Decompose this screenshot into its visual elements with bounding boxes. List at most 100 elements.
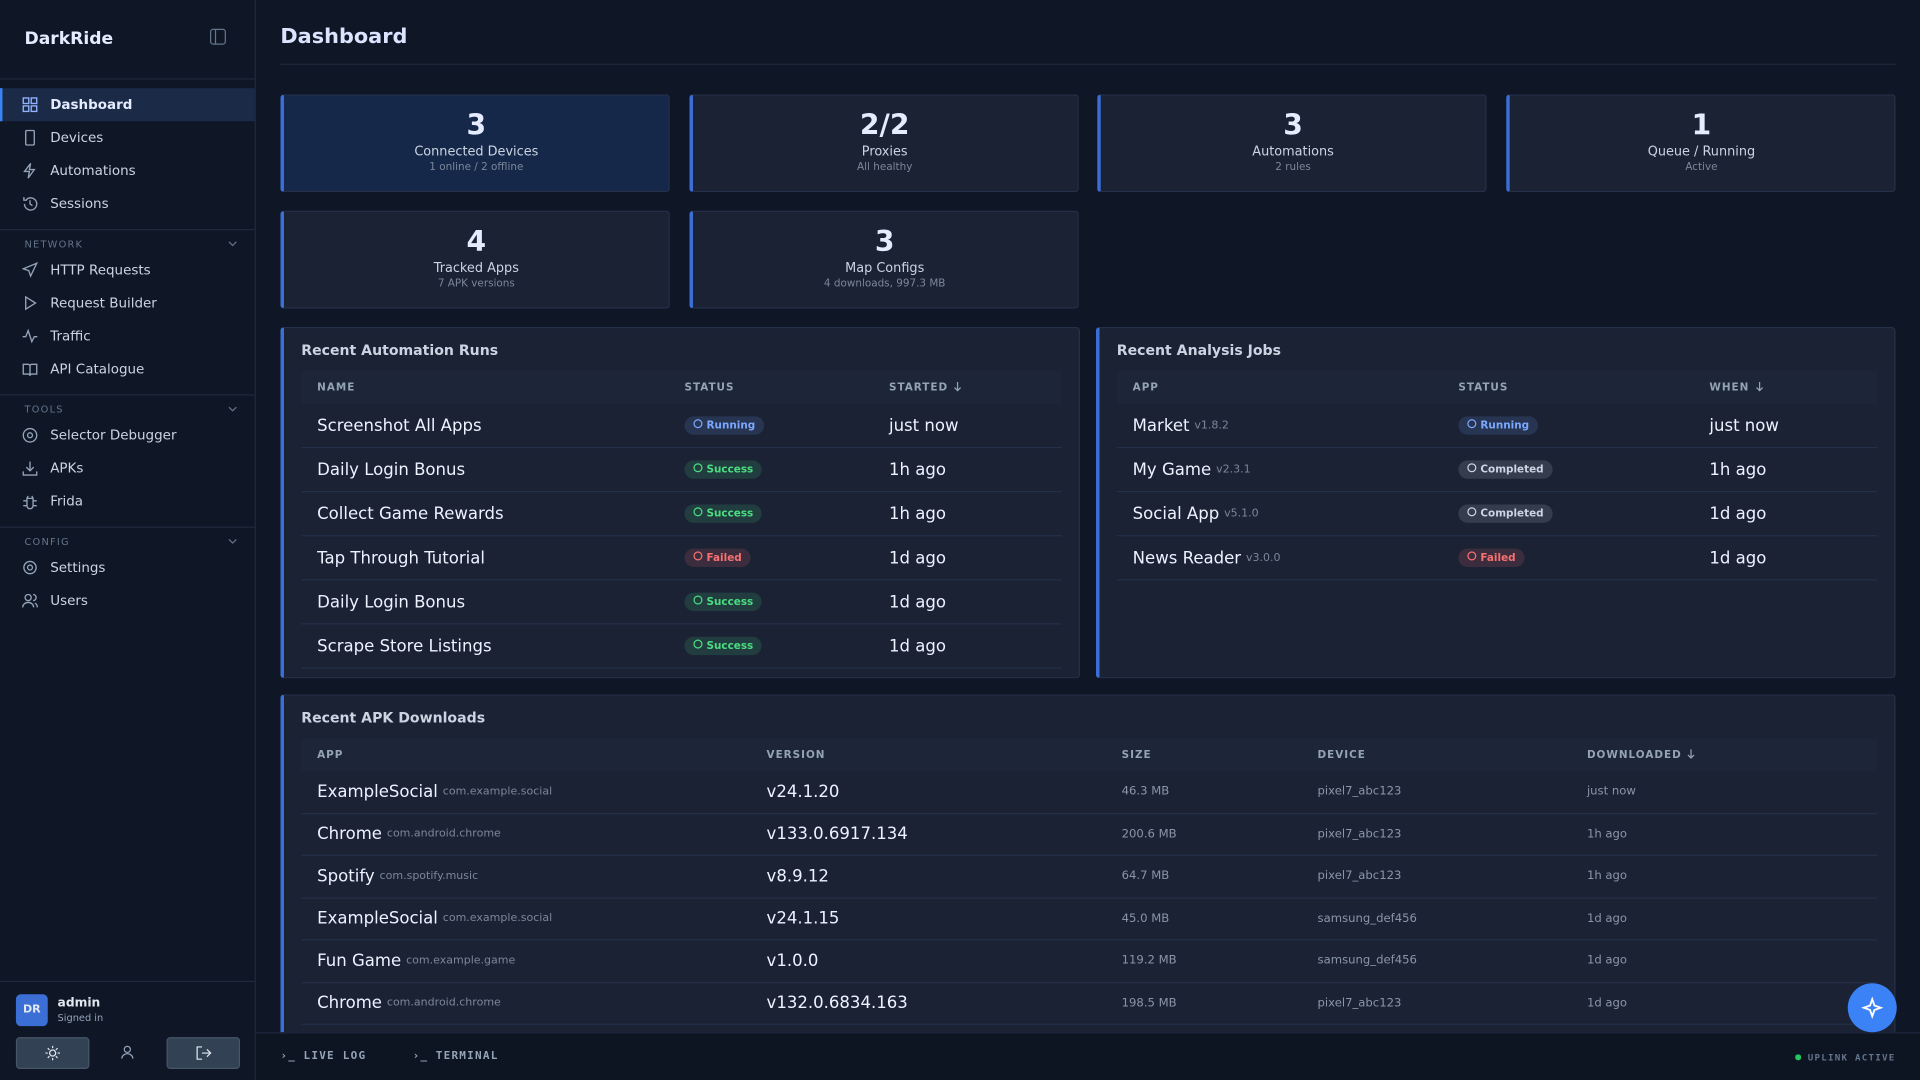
profile-button[interactable] bbox=[92, 1037, 163, 1066]
nav-item[interactable]: Request Builder bbox=[0, 287, 255, 320]
apk-size: 46.3 MB bbox=[1121, 785, 1170, 799]
nav-item[interactable]: Settings bbox=[0, 551, 255, 584]
column-header: WHEN bbox=[1693, 380, 1877, 395]
column-header: DOWNLOADED bbox=[1571, 748, 1877, 763]
status-badge: Success bbox=[684, 592, 762, 612]
column-label: WHEN bbox=[1709, 381, 1750, 394]
status-icon bbox=[1467, 419, 1477, 432]
cell: 1d ago bbox=[1571, 954, 1877, 967]
apk-version: v8.9.12 bbox=[766, 866, 829, 887]
cell: 1d ago bbox=[873, 636, 1062, 656]
table-row: Tap Through Tutorial Failed 1d ago bbox=[301, 536, 1062, 581]
nav-item[interactable]: Sessions bbox=[0, 187, 255, 220]
nav-item[interactable]: Frida bbox=[0, 485, 255, 518]
nav-icon bbox=[22, 363, 38, 377]
nav-item[interactable]: APKs bbox=[0, 452, 255, 485]
table-row: My Game v2.3.1 Completed 1h ago bbox=[1116, 448, 1878, 493]
nav-label: Frida bbox=[50, 493, 84, 510]
sort-icon bbox=[1754, 380, 1764, 395]
apk-size: 64.7 MB bbox=[1121, 869, 1170, 884]
app-name: Chrome bbox=[317, 824, 382, 844]
app-name: ExampleSocial bbox=[317, 782, 438, 802]
job-when: just now bbox=[1709, 415, 1779, 436]
stat-label: Map Configs bbox=[845, 260, 925, 276]
nav-label: Traffic bbox=[50, 328, 91, 345]
cell: Chrome com.android.chrome bbox=[301, 993, 750, 1013]
nav-item[interactable]: Dashboard bbox=[0, 88, 255, 122]
nav-item[interactable]: Users bbox=[0, 584, 255, 617]
app-name: ExampleSocial bbox=[317, 908, 438, 929]
downloaded-when: just now bbox=[1586, 785, 1636, 799]
stat-card: 3 Map Configs 4 downloads, 997.3 MB bbox=[688, 210, 1079, 309]
logout-button[interactable] bbox=[166, 1037, 241, 1069]
column-label: STATUS bbox=[684, 381, 735, 394]
status-badge: Failed bbox=[1458, 548, 1525, 567]
stat-label: Connected Devices bbox=[414, 144, 539, 160]
apk-size: 198.5 MB bbox=[1121, 996, 1177, 1010]
run-name: Collect Game Rewards bbox=[317, 503, 504, 524]
collapse-button[interactable] bbox=[209, 28, 226, 45]
app-version: v5.1.0 bbox=[1224, 507, 1259, 520]
cell: Chrome com.android.chrome bbox=[301, 824, 750, 844]
group-label: CONFIG bbox=[24, 536, 70, 548]
status-icon bbox=[1467, 463, 1477, 476]
nav-icon bbox=[23, 495, 37, 510]
job-when: 1h ago bbox=[1709, 459, 1767, 480]
app-version: v2.3.1 bbox=[1216, 463, 1251, 476]
nav-icon bbox=[23, 163, 36, 179]
theme-button[interactable] bbox=[15, 1037, 90, 1069]
status-icon bbox=[693, 463, 703, 476]
stat-sub: 4 downloads, 997.3 MB bbox=[823, 277, 946, 291]
status-label: Failed bbox=[1480, 551, 1516, 564]
run-started: 1h ago bbox=[888, 459, 946, 480]
nav-label: Settings bbox=[50, 559, 106, 576]
cell: 1h ago bbox=[873, 460, 1062, 480]
cell: 1h ago bbox=[1571, 827, 1877, 840]
nav-item[interactable]: Selector Debugger bbox=[0, 419, 255, 452]
nav-item[interactable]: Automations bbox=[0, 154, 255, 187]
nav-item[interactable]: Devices bbox=[0, 121, 255, 154]
status-icon bbox=[1467, 507, 1477, 520]
status-icon bbox=[693, 507, 703, 520]
cell: ExampleSocial com.example.social bbox=[301, 909, 750, 929]
panel-title: Recent Analysis Jobs bbox=[1116, 341, 1281, 359]
nav-label: Sessions bbox=[50, 195, 109, 212]
apk-version: v132.0.6834.163 bbox=[766, 993, 908, 1013]
panel-title: Recent Automation Runs bbox=[301, 341, 499, 359]
status-badge: Running bbox=[684, 416, 764, 435]
column-header: APP bbox=[301, 749, 750, 761]
nav-item[interactable]: HTTP Requests bbox=[0, 253, 255, 286]
app-version: v3.0.0 bbox=[1245, 551, 1281, 564]
nav-item[interactable]: Traffic bbox=[0, 320, 255, 353]
divider bbox=[0, 78, 255, 80]
cell: pixel7_abc123 bbox=[1302, 785, 1571, 798]
app-name: Market bbox=[1132, 415, 1190, 436]
run-started: 1d ago bbox=[888, 636, 946, 656]
nav-icon bbox=[22, 97, 38, 113]
apk-version: v24.1.15 bbox=[766, 908, 840, 929]
status-badge: Completed bbox=[1458, 504, 1553, 523]
tab[interactable]: ›_ LIVE LOG bbox=[280, 1051, 366, 1063]
chevron bbox=[228, 239, 238, 251]
cell: Completed bbox=[1442, 504, 1693, 523]
status-label: Running bbox=[1480, 419, 1530, 432]
table-row: Daily Login Bonus Success 1h ago bbox=[301, 448, 1062, 493]
tab[interactable]: ›_ TERMINAL bbox=[413, 1051, 499, 1063]
cell: samsung_def456 bbox=[1302, 912, 1571, 925]
nav-icon bbox=[22, 427, 38, 443]
assistant-button[interactable] bbox=[1847, 983, 1897, 1033]
stat-label: Queue / Running bbox=[1647, 144, 1756, 160]
nav-label: HTTP Requests bbox=[50, 262, 151, 278]
cell: pixel7_abc123 bbox=[1302, 996, 1571, 1009]
table-row: Fun Game com.example.game v1.0.0 119.2 MB sa… bbox=[301, 940, 1878, 983]
nav-group-title: NETWORK bbox=[0, 228, 255, 253]
nav-group-title: CONFIG bbox=[0, 526, 255, 551]
column-label: NAME bbox=[317, 381, 356, 394]
column-label: VERSION bbox=[766, 748, 826, 762]
cell: My Game v2.3.1 bbox=[1117, 460, 1443, 480]
cell: 1d ago bbox=[1571, 912, 1877, 925]
device-name: samsung_def456 bbox=[1317, 954, 1417, 968]
cell: Daily Login Bonus bbox=[301, 592, 668, 612]
nav-item[interactable]: API Catalogue bbox=[0, 353, 255, 386]
cell: 45.0 MB bbox=[1106, 912, 1302, 925]
